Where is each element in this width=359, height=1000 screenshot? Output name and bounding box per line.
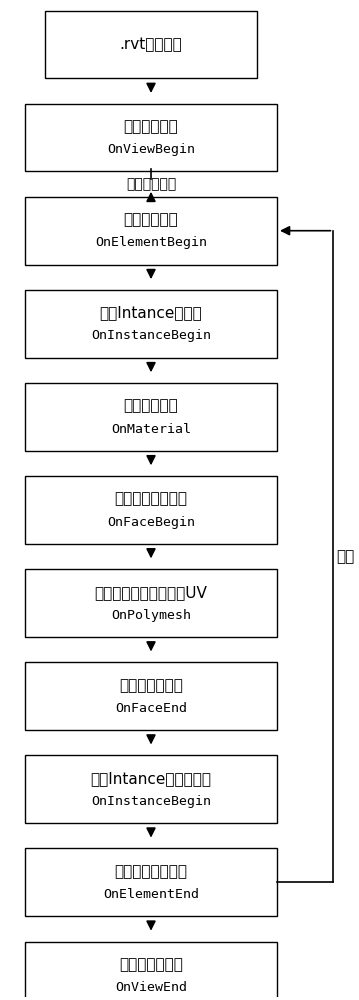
Text: 读取三维图结束: 读取三维图结束 (119, 957, 183, 972)
Bar (25, 755, 277, 823)
Bar (25, 383, 277, 451)
Text: OnMaterial: OnMaterial (111, 423, 191, 436)
Bar (25, 197, 277, 265)
Text: OnElementBegin: OnElementBegin (95, 236, 207, 249)
Text: 读取三角面法向量: 读取三角面法向量 (115, 492, 187, 507)
Bar (45, 11, 257, 78)
Text: 读取三角面结束: 读取三角面结束 (119, 678, 183, 693)
Bar (25, 569, 277, 637)
Text: 选择三维视图: 选择三维视图 (123, 119, 178, 134)
Bar (25, 104, 277, 171)
Text: 循环: 循环 (337, 549, 355, 564)
Text: OnInstanceBegin: OnInstanceBegin (91, 795, 211, 808)
Text: OnViewBegin: OnViewBegin (107, 143, 195, 156)
Text: OnFaceBegin: OnFaceBegin (107, 516, 195, 529)
Text: 读取材质纹理: 读取材质纹理 (123, 399, 178, 414)
Bar (25, 290, 277, 358)
Text: OnElementEnd: OnElementEnd (103, 888, 199, 901)
Text: 读取Intance子对象结束: 读取Intance子对象结束 (90, 771, 211, 786)
Text: OnViewEnd: OnViewEnd (115, 981, 187, 994)
Text: OnInstanceBegin: OnInstanceBegin (91, 329, 211, 342)
Text: 读取三角面几何顶点和UV: 读取三角面几何顶点和UV (94, 585, 208, 600)
Text: 构件元素读取: 构件元素读取 (123, 212, 178, 227)
Text: 读取Intance子对象: 读取Intance子对象 (100, 305, 202, 320)
Text: 开始遍历循环: 开始遍历循环 (126, 177, 176, 191)
Text: OnFaceEnd: OnFaceEnd (115, 702, 187, 715)
Bar (25, 476, 277, 544)
Text: .rvt读取开始: .rvt读取开始 (120, 37, 182, 52)
Text: 读取构件元素结束: 读取构件元素结束 (115, 864, 187, 879)
Text: OnPolymesh: OnPolymesh (111, 609, 191, 622)
Bar (25, 942, 277, 1000)
Bar (25, 848, 277, 916)
Bar (25, 662, 277, 730)
